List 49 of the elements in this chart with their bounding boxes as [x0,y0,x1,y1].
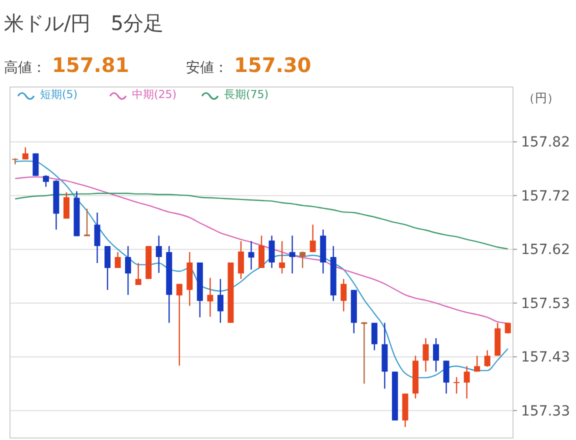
candlestick [340,278,347,312]
candlestick [484,350,490,368]
y-tick-label: 157.72 [521,188,570,204]
candlestick [289,235,296,274]
candlestick [422,338,429,372]
candlestick [217,278,224,324]
candlestick [176,283,182,366]
text: 高値： [4,60,46,76]
y-tick-label: 157.33 [521,403,570,420]
y-tick-label: 157.82 [521,134,570,151]
y-tick-label: 157.62 [521,242,570,258]
candlestick [310,224,316,253]
candlestick [454,376,460,394]
candlestick [207,277,214,318]
candlestick [258,235,264,269]
text: 157.81 [52,53,130,77]
candlestick [32,152,39,176]
candlestick [464,366,470,400]
candlestick [474,355,480,372]
line-series [14,192,508,250]
candlestick [63,192,70,220]
candlestick [125,245,132,296]
y-axis-title: （円） [523,91,559,105]
line-series [14,176,508,324]
candlestick [300,250,306,269]
candlestick [114,251,121,269]
candlestick [443,360,450,394]
text: 157.30 [234,53,312,77]
candlestick [84,208,90,237]
candlestick [279,240,286,274]
candlestick [268,235,275,269]
y-tick-label: 157.43 [521,350,570,366]
legend-label: 長期(75) [224,88,269,101]
y-tick-label: 157.53 [521,296,570,312]
candlestick [248,240,254,270]
chart-title: 米ドル/円 5分足 [4,11,164,35]
candlestick [42,174,49,188]
candlestick [238,240,244,280]
legend-label: 中期(25) [132,88,177,101]
candlestick [156,235,162,274]
candlestick [22,146,28,160]
candlestick [104,245,111,291]
candlestick [371,322,378,351]
legend-label: 短期(5) [40,88,78,101]
candlestick [135,262,142,286]
candlestick [94,212,100,264]
candlestick [361,322,368,384]
candlestick [433,338,440,372]
text: 安値： [186,60,228,76]
